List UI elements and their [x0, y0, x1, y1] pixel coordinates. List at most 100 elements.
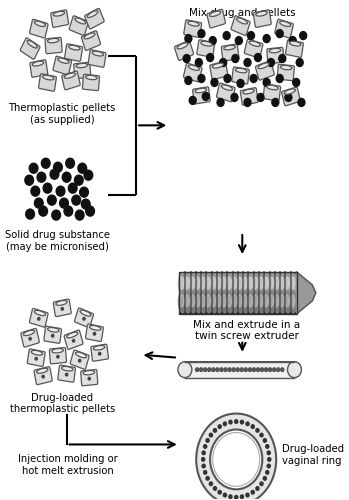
Ellipse shape: [224, 46, 235, 50]
FancyBboxPatch shape: [282, 87, 300, 106]
Ellipse shape: [76, 64, 88, 68]
Ellipse shape: [87, 10, 98, 18]
Circle shape: [202, 451, 205, 454]
Circle shape: [211, 78, 218, 86]
Circle shape: [260, 434, 263, 437]
Circle shape: [80, 187, 88, 197]
Ellipse shape: [47, 328, 59, 332]
Circle shape: [240, 420, 244, 424]
Circle shape: [62, 172, 71, 182]
Circle shape: [26, 209, 35, 219]
Circle shape: [276, 74, 283, 82]
Circle shape: [229, 495, 232, 498]
Circle shape: [213, 432, 260, 486]
Ellipse shape: [180, 295, 184, 307]
FancyBboxPatch shape: [216, 83, 235, 102]
Circle shape: [244, 98, 251, 106]
Circle shape: [209, 434, 213, 437]
Circle shape: [277, 368, 280, 372]
Bar: [179, 272, 297, 314]
Ellipse shape: [185, 295, 189, 307]
Polygon shape: [297, 272, 316, 314]
Circle shape: [185, 34, 192, 42]
Ellipse shape: [280, 66, 292, 70]
Ellipse shape: [285, 295, 289, 307]
Circle shape: [93, 332, 96, 335]
FancyBboxPatch shape: [255, 61, 274, 80]
Circle shape: [251, 490, 254, 494]
FancyBboxPatch shape: [263, 84, 281, 101]
Circle shape: [35, 358, 37, 360]
Circle shape: [61, 308, 64, 310]
Ellipse shape: [194, 273, 203, 295]
FancyBboxPatch shape: [53, 56, 72, 75]
Circle shape: [42, 158, 50, 168]
Ellipse shape: [290, 295, 295, 307]
FancyBboxPatch shape: [81, 31, 101, 50]
Ellipse shape: [93, 346, 105, 350]
Ellipse shape: [190, 277, 194, 289]
Circle shape: [25, 175, 34, 185]
Circle shape: [208, 368, 211, 372]
Ellipse shape: [253, 295, 258, 307]
Circle shape: [66, 158, 74, 168]
Ellipse shape: [273, 273, 282, 295]
Circle shape: [265, 368, 268, 372]
Circle shape: [260, 482, 263, 486]
FancyBboxPatch shape: [81, 370, 98, 386]
Ellipse shape: [236, 291, 245, 313]
Circle shape: [203, 470, 207, 474]
Ellipse shape: [222, 295, 226, 307]
Ellipse shape: [289, 291, 297, 313]
Ellipse shape: [258, 63, 269, 68]
Ellipse shape: [90, 326, 101, 330]
Ellipse shape: [86, 76, 97, 80]
Ellipse shape: [195, 295, 200, 307]
Ellipse shape: [32, 61, 44, 66]
Ellipse shape: [268, 273, 276, 295]
Ellipse shape: [190, 295, 194, 307]
FancyBboxPatch shape: [207, 10, 225, 28]
FancyBboxPatch shape: [277, 64, 294, 80]
Ellipse shape: [257, 273, 266, 295]
Circle shape: [279, 54, 286, 62]
Circle shape: [209, 36, 216, 44]
Ellipse shape: [53, 12, 65, 16]
Ellipse shape: [280, 295, 284, 307]
Ellipse shape: [259, 295, 263, 307]
Text: Solid drug substance
(may be micronised): Solid drug substance (may be micronised): [6, 230, 110, 252]
FancyBboxPatch shape: [267, 48, 284, 64]
Ellipse shape: [280, 277, 284, 289]
Circle shape: [272, 98, 279, 106]
FancyBboxPatch shape: [82, 74, 99, 90]
Circle shape: [29, 338, 31, 340]
Ellipse shape: [236, 68, 247, 73]
Circle shape: [296, 58, 303, 66]
FancyBboxPatch shape: [185, 362, 295, 378]
Circle shape: [263, 476, 266, 480]
Circle shape: [223, 32, 230, 40]
Ellipse shape: [211, 295, 216, 307]
FancyBboxPatch shape: [65, 44, 82, 62]
Circle shape: [206, 438, 209, 442]
Ellipse shape: [75, 352, 87, 358]
Circle shape: [185, 76, 192, 84]
Ellipse shape: [285, 277, 289, 289]
Circle shape: [183, 54, 190, 62]
Text: Injection molding or
hot melt extrusion: Injection molding or hot melt extrusion: [18, 454, 118, 476]
Ellipse shape: [27, 40, 37, 48]
Circle shape: [56, 186, 65, 196]
Ellipse shape: [23, 330, 35, 336]
Circle shape: [213, 486, 216, 490]
Circle shape: [202, 92, 209, 100]
Circle shape: [232, 54, 239, 62]
Circle shape: [196, 414, 276, 500]
Circle shape: [240, 368, 243, 372]
Ellipse shape: [205, 291, 213, 313]
FancyBboxPatch shape: [34, 366, 52, 384]
Circle shape: [281, 368, 284, 372]
Circle shape: [266, 444, 269, 448]
Circle shape: [216, 368, 219, 372]
Circle shape: [78, 163, 87, 173]
Circle shape: [229, 420, 232, 424]
